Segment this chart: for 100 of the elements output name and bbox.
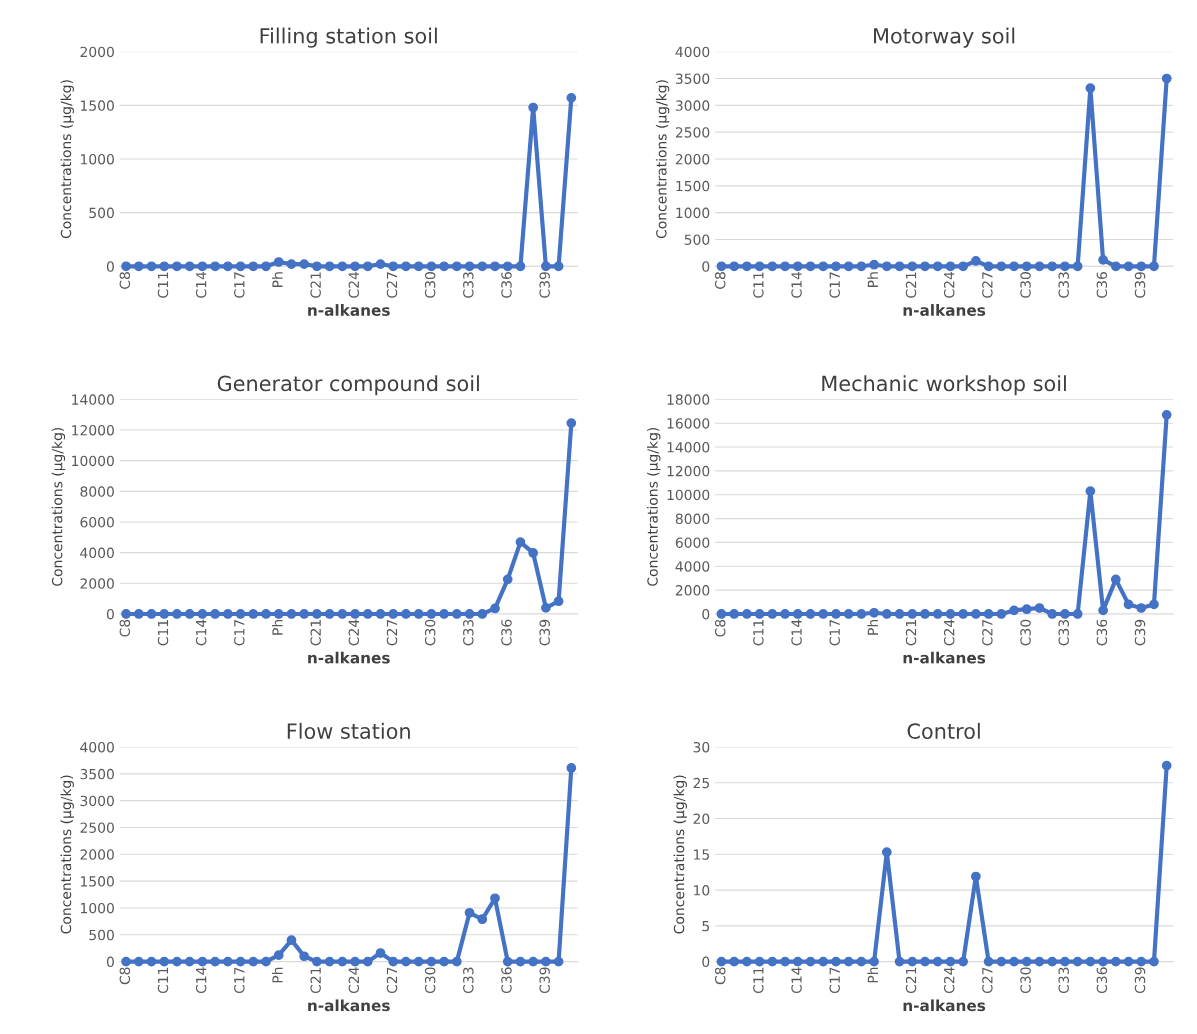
point: [1009, 261, 1019, 272]
point: [439, 956, 449, 967]
y-tick-label: 3500: [675, 73, 710, 84]
point: [780, 261, 790, 272]
point: [716, 261, 727, 272]
point: [350, 956, 360, 967]
y-tick-label: 500: [89, 929, 114, 941]
point: [843, 609, 854, 619]
point: [818, 261, 829, 272]
point: [1149, 599, 1159, 610]
point: [121, 956, 131, 967]
point: [1034, 956, 1045, 967]
point: [1149, 261, 1159, 272]
point: [362, 609, 373, 619]
point: [754, 261, 765, 272]
point: [1072, 609, 1083, 619]
point: [210, 261, 220, 272]
y-tick-label: 14000: [72, 394, 114, 405]
point: [553, 596, 564, 607]
x-tick-label: C8: [714, 272, 726, 289]
point: [996, 609, 1007, 619]
y-tick-label: 500: [89, 207, 114, 219]
y-axis-title: Concentrations (µg/kg): [60, 775, 74, 934]
point: [792, 956, 803, 967]
point: [210, 609, 220, 619]
point: [983, 609, 994, 619]
y-tick-label: 10: [694, 885, 710, 896]
point: [235, 609, 246, 619]
point: [1161, 760, 1172, 771]
point: [184, 956, 195, 967]
point: [324, 609, 335, 619]
y-tick-label: 2500: [675, 127, 710, 138]
point: [350, 609, 360, 619]
point: [754, 956, 765, 967]
point: [907, 261, 918, 272]
point: [1136, 603, 1147, 613]
y-tick-label: 2000: [675, 585, 710, 596]
point: [222, 261, 233, 272]
x-tick-label: C24: [943, 271, 955, 298]
x-tick-label: C21: [310, 272, 321, 298]
point: [1123, 599, 1134, 610]
point: [451, 956, 462, 967]
y-tick-label: 2000: [675, 153, 710, 165]
point: [121, 609, 131, 619]
x-tick-label: C33: [463, 619, 474, 646]
x-tick-label: C21: [905, 620, 917, 646]
point: [792, 609, 803, 619]
x-tick-label: C36: [501, 967, 512, 994]
y-tick-label: 10000: [72, 455, 114, 467]
y-tick-label: 1000: [81, 902, 114, 914]
point: [133, 609, 144, 619]
point: [1009, 605, 1019, 616]
point: [541, 956, 551, 967]
point: [729, 261, 740, 272]
y-tick-label: 2000: [80, 578, 114, 589]
point: [971, 256, 981, 266]
point: [856, 609, 867, 619]
x-tick-label: C30: [1020, 272, 1031, 298]
point: [426, 956, 437, 967]
point: [958, 261, 969, 272]
y-tick-label: 10000: [667, 489, 710, 501]
point: [1047, 609, 1058, 619]
x-tick-label: C17: [234, 620, 245, 646]
point: [312, 261, 322, 272]
point: [1136, 261, 1147, 272]
point: [971, 871, 981, 882]
point: [1136, 956, 1147, 967]
point: [566, 763, 577, 773]
point: [235, 261, 246, 272]
point: [515, 261, 526, 272]
x-axis-title: n-alkanes: [308, 304, 390, 316]
x-tick-label: C27: [386, 967, 398, 994]
point: [541, 261, 551, 272]
point: [1072, 261, 1083, 272]
y-tick-label: 18000: [667, 394, 710, 405]
y-tick-label: 2500: [80, 822, 114, 833]
point: [312, 956, 322, 967]
y-axis-title: Concentrations (µg/kg): [60, 80, 74, 239]
x-tick-label: C33: [463, 272, 474, 298]
point: [818, 609, 829, 619]
point: [172, 609, 182, 619]
x-tick-label: C36: [1096, 272, 1108, 298]
point: [477, 609, 488, 619]
point: [401, 956, 411, 967]
x-axis-title: n-alkanes: [903, 999, 986, 1012]
point: [920, 261, 930, 272]
point: [792, 261, 803, 272]
y-axis-title: Concentrations (µg/kg): [51, 427, 66, 586]
point: [159, 956, 170, 967]
y-tick-label: 14000: [667, 442, 710, 453]
x-tick-label: Ph: [272, 967, 283, 983]
x-tick-label: C8: [119, 967, 131, 985]
y-tick-label: 20: [693, 813, 710, 825]
point: [881, 609, 892, 619]
y-tick-label: 6000: [675, 537, 710, 548]
x-tick-label: C11: [753, 967, 764, 994]
point: [971, 609, 981, 619]
y-tick-label: 1500: [81, 100, 114, 111]
point: [1098, 255, 1108, 265]
x-tick-label: C14: [195, 967, 207, 994]
